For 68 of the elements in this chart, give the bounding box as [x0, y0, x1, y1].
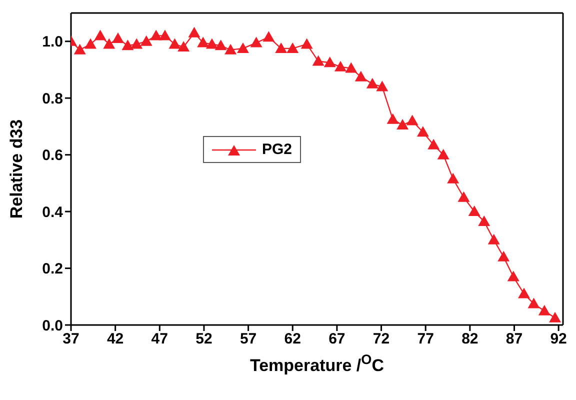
- point: [376, 80, 388, 92]
- x-tick-label: 47: [151, 330, 168, 348]
- x-tick-label: 42: [106, 330, 124, 348]
- x-tick-label: 62: [284, 330, 301, 348]
- y-tick-label: 0.2: [42, 260, 63, 278]
- point: [130, 38, 143, 49]
- point: [188, 26, 200, 38]
- point: [168, 38, 181, 49]
- point: [150, 30, 162, 40]
- point: [300, 38, 313, 49]
- point: [262, 31, 275, 42]
- point: [528, 298, 540, 308]
- point: [122, 40, 134, 50]
- point: [366, 78, 378, 88]
- point: [250, 36, 262, 48]
- y-tick-label: 1.0: [42, 34, 63, 51]
- point: [498, 250, 510, 262]
- point: [354, 70, 367, 82]
- point: [197, 36, 210, 48]
- point: [158, 30, 171, 40]
- point: [478, 215, 490, 226]
- point: [312, 55, 324, 66]
- point: [428, 138, 440, 150]
- point: [345, 62, 358, 73]
- point: [538, 304, 550, 316]
- x-tick-label: 77: [417, 330, 434, 348]
- point: [396, 119, 409, 130]
- point: [324, 56, 336, 68]
- point: [518, 288, 530, 298]
- point: [103, 38, 116, 49]
- x-tick-label: 92: [550, 330, 567, 348]
- x-tick-label: 57: [240, 330, 257, 348]
- point: [458, 191, 470, 202]
- point: [178, 41, 190, 52]
- point: [206, 38, 218, 49]
- point: [236, 42, 249, 53]
- x-tick-label: 87: [506, 330, 523, 348]
- point: [406, 114, 418, 126]
- x-tick-label: 82: [462, 330, 478, 348]
- point: [507, 270, 520, 282]
- point: [84, 38, 97, 49]
- point: [74, 44, 86, 54]
- legend-label: PG2: [262, 141, 292, 158]
- x-tick-label: 52: [196, 330, 212, 348]
- point: [94, 30, 106, 40]
- y-tick-label: 0.8: [42, 90, 63, 108]
- point: [334, 60, 346, 72]
- y-tick-label: 0.0: [42, 317, 63, 334]
- point: [214, 40, 227, 50]
- point: [275, 42, 288, 53]
- point: [224, 44, 237, 54]
- y-axis-title: Relative d33: [7, 119, 26, 219]
- x-tick-label: 72: [372, 330, 390, 348]
- point: [386, 113, 399, 124]
- x-axis-title: Temperature /$^{O}$C: [250, 352, 384, 375]
- point: [286, 42, 299, 53]
- point: [488, 234, 500, 244]
- x-tick-label: 67: [328, 330, 346, 348]
- point: [112, 32, 124, 44]
- point: [140, 35, 152, 46]
- y-tick-label: 0.6: [42, 147, 63, 164]
- point: [549, 312, 562, 322]
- point: [468, 206, 480, 216]
- y-tick-label: 0.4: [42, 204, 64, 221]
- x-tick-label: 37: [62, 330, 80, 348]
- point: [416, 126, 429, 137]
- point: [437, 148, 450, 160]
- point: [447, 172, 460, 184]
